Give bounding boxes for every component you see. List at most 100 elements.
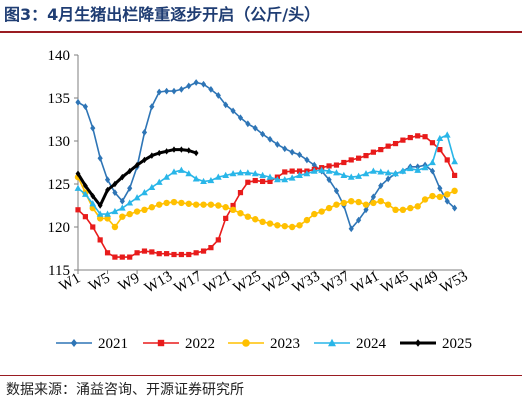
data-point-2021 (215, 92, 221, 99)
data-point-2021 (267, 135, 273, 143)
data-point-2021 (245, 120, 251, 128)
data-point-2024 (222, 171, 230, 178)
data-point-2025 (142, 156, 147, 164)
data-point-2022 (267, 178, 273, 185)
legend-label: 2021 (98, 336, 128, 352)
series-line-2024 (77, 134, 456, 215)
data-point-2023 (111, 223, 119, 231)
data-point-2023 (348, 198, 355, 205)
data-point-2021 (97, 154, 103, 162)
legend-item-2021: 2021 (56, 336, 128, 352)
data-point-2021 (75, 98, 81, 106)
data-point-2024 (429, 158, 436, 166)
data-point-2024 (369, 167, 377, 174)
data-point-2024 (281, 176, 289, 183)
data-point-2024 (192, 175, 200, 182)
data-point-2022 (149, 249, 155, 255)
data-point-2022 (289, 168, 295, 174)
data-point-2023 (237, 210, 244, 217)
data-point-2024 (406, 164, 414, 172)
y-tick-label: 125 (48, 177, 71, 193)
legend-item-2024: 2024 (314, 336, 387, 352)
data-point-2023 (318, 208, 325, 215)
data-point-2022 (422, 134, 428, 140)
data-point-2021 (90, 124, 96, 132)
data-point-2021 (230, 107, 236, 115)
data-point-2022 (392, 140, 399, 147)
data-point-2024 (325, 167, 333, 174)
data-point-2025 (75, 170, 81, 177)
y-tick-label: 140 (48, 48, 71, 64)
data-point-2023 (133, 208, 141, 215)
data-point-2021 (119, 197, 125, 205)
legend-item-2023: 2023 (228, 336, 300, 352)
data-point-2024 (81, 190, 89, 197)
data-point-2021 (186, 82, 192, 90)
data-point-2024 (414, 166, 422, 173)
data-point-2024 (384, 169, 392, 176)
data-point-2023 (148, 204, 156, 211)
data-point-2022 (112, 254, 118, 260)
data-point-2022 (437, 147, 443, 153)
data-point-2021 (363, 206, 369, 214)
data-point-2023 (296, 222, 303, 229)
legend-swatch-marker (157, 339, 165, 347)
data-point-2022 (260, 178, 266, 185)
data-point-2024 (251, 170, 259, 177)
data-point-2023 (362, 201, 370, 208)
data-point-2021 (282, 145, 288, 153)
series-2021 (75, 79, 458, 233)
data-point-2022 (363, 153, 369, 159)
data-point-2023 (244, 213, 252, 220)
data-point-2024 (185, 170, 193, 177)
data-point-2023 (288, 223, 296, 231)
data-point-2024 (118, 204, 126, 211)
data-point-2023 (126, 210, 133, 218)
series-line-2022 (77, 135, 456, 258)
data-point-2024 (155, 178, 163, 185)
data-point-2022 (370, 149, 376, 155)
data-point-2023 (414, 203, 421, 210)
legend-label: 2025 (442, 336, 472, 352)
data-point-2025 (149, 152, 155, 159)
data-point-2023 (96, 215, 104, 222)
data-point-2023 (421, 196, 429, 203)
data-point-2021 (252, 124, 258, 132)
data-point-2021 (112, 189, 118, 196)
data-point-2023 (325, 204, 333, 212)
data-point-2021 (370, 193, 376, 201)
data-point-2021 (237, 114, 244, 122)
data-point-2023 (451, 187, 458, 195)
data-point-2022 (186, 251, 192, 258)
source-divider (0, 375, 522, 376)
data-point-2023 (429, 192, 436, 200)
data-point-2023 (281, 222, 288, 230)
data-point-2022 (333, 162, 340, 168)
data-point-2021 (127, 184, 133, 192)
legend-item-2022: 2022 (143, 336, 215, 352)
data-point-2023 (370, 199, 377, 207)
data-point-2025 (156, 149, 162, 157)
legend-label: 2022 (185, 336, 215, 352)
data-point-2025 (105, 186, 110, 194)
data-point-2021 (296, 151, 303, 159)
data-point-2024 (163, 173, 171, 180)
chart-series-lines (74, 79, 459, 260)
x-tick-label: W5 (86, 270, 113, 295)
data-point-2023 (104, 215, 111, 222)
data-point-2024 (421, 164, 429, 171)
data-point-2024 (126, 199, 134, 206)
data-point-2023 (185, 200, 192, 207)
data-point-2021 (223, 101, 229, 109)
series-2022 (75, 133, 458, 260)
data-point-2025 (82, 182, 88, 189)
data-point-2021 (82, 103, 88, 110)
legend-swatch-marker (328, 338, 336, 347)
legend-label: 2024 (356, 336, 387, 352)
data-point-2023 (266, 220, 274, 227)
data-point-2022 (452, 172, 458, 178)
data-point-2022 (429, 140, 436, 146)
data-point-2022 (171, 251, 177, 258)
